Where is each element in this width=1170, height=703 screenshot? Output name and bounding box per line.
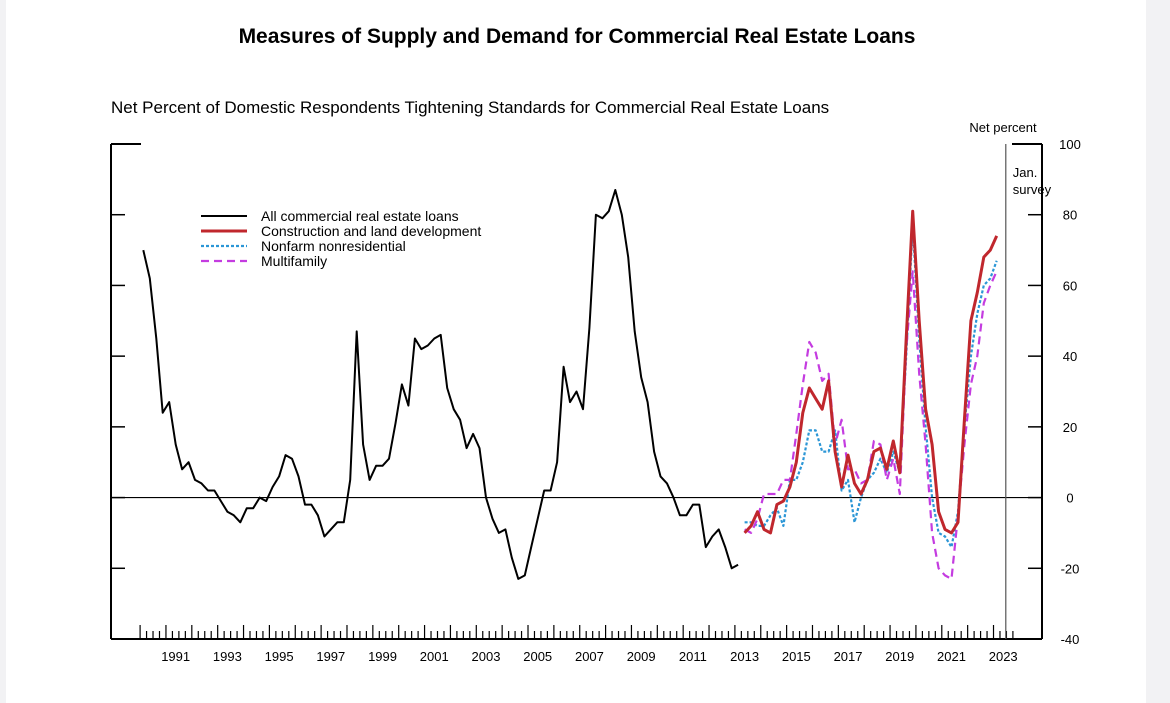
chart-title: Measures of Supply and Demand for Commer…: [239, 25, 916, 48]
legend-label-3: Nonfarm nonresidential: [261, 238, 406, 254]
x-tick-label: 1991: [161, 649, 190, 664]
chart-subtitle: Net Percent of Domestic Respondents Tigh…: [111, 98, 829, 117]
x-tick-label: 2007: [575, 649, 604, 664]
x-tick-label: 2013: [730, 649, 759, 664]
y-tick-label: 60: [1063, 278, 1077, 293]
x-tick-label: 2017: [834, 649, 863, 664]
chart: Measures of Supply and Demand for Commer…: [110, 25, 1081, 664]
x-tick-label: 2015: [782, 649, 811, 664]
annotation-line-2: survey: [1013, 182, 1052, 197]
x-tick-label: 2005: [523, 649, 552, 664]
x-tick-label: 1999: [368, 649, 397, 664]
x-tick-label: 2019: [885, 649, 914, 664]
x-axis-ticks: 1991 1993 1995 1997 1999 2001 2003 2005 2007 2009…: [139, 625, 1018, 664]
legend-label-1: All commercial real estate loans: [261, 208, 459, 224]
x-tick-label: 1997: [316, 649, 345, 664]
y-axis-label: Net percent: [969, 120, 1037, 135]
legend: All commercial real estate loansConstruc…: [201, 208, 481, 269]
series-line-2: [743, 209, 999, 535]
x-tick-label: 2001: [420, 649, 449, 664]
y-axis-ticks: -40 -20 0 20 40 60 80 100: [111, 137, 1081, 647]
series-line-4: [744, 270, 998, 581]
y-tick-label: -20: [1061, 561, 1080, 576]
x-tick-label: 2003: [472, 649, 501, 664]
legend-label-2: Construction and land development: [261, 223, 481, 239]
y-tick-label: 80: [1063, 208, 1077, 223]
annotation-line-1: Jan.: [1013, 165, 1038, 180]
y-tick-label: -40: [1061, 632, 1080, 647]
y-tick-label: 0: [1066, 491, 1073, 506]
x-tick-label: 1993: [213, 649, 242, 664]
x-tick-label: 2011: [679, 649, 707, 664]
survey-annotation: Jan. survey: [1005, 144, 1052, 639]
y-tick-label: 20: [1063, 420, 1077, 435]
axes-frame: [110, 143, 1043, 640]
y-tick-label: 40: [1063, 349, 1077, 364]
chart-page: Measures of Supply and Demand for Commer…: [6, 0, 1146, 703]
legend-label-4: Multifamily: [261, 253, 327, 269]
y-tick-label: 100: [1059, 137, 1081, 152]
x-tick-label: 1995: [265, 649, 294, 664]
series-line-1: [142, 189, 739, 580]
x-tick-label: 2023: [989, 649, 1018, 664]
x-tick-label: 2021: [937, 649, 966, 664]
series-lines: [142, 189, 999, 581]
x-tick-label: 2009: [627, 649, 656, 664]
